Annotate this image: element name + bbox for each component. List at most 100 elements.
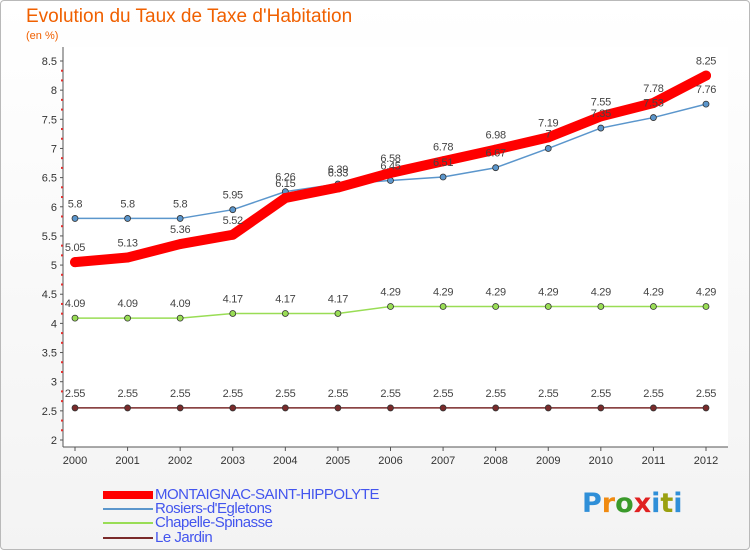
logo-letter: r xyxy=(601,488,616,519)
x-tick-label: 2006 xyxy=(378,455,402,467)
y-tick-label: 8 xyxy=(51,85,57,97)
legend-item: Chapelle-Spinasse xyxy=(103,514,443,531)
data-point xyxy=(280,193,291,204)
y-minor-mark xyxy=(61,244,63,247)
data-point xyxy=(332,182,343,193)
x-tick-label: 2004 xyxy=(273,455,297,467)
x-tick-label: 2000 xyxy=(63,455,87,467)
chart-subtitle: (en %) xyxy=(26,30,59,42)
data-point xyxy=(124,314,131,322)
data-point xyxy=(650,303,657,310)
data-point xyxy=(124,404,131,412)
data-point xyxy=(492,164,500,172)
data-label: 4.29 xyxy=(696,286,716,298)
x-tick-label: 2011 xyxy=(642,455,666,467)
data-label: 2.55 xyxy=(223,388,243,400)
data-label: 5.36 xyxy=(170,224,190,236)
y-minor-mark xyxy=(61,283,63,286)
data-label: 6.98 xyxy=(486,130,506,142)
data-label: 6.33 xyxy=(328,168,348,180)
data-point xyxy=(492,404,500,412)
legend-label: Rosiers-d'Egletons xyxy=(155,500,272,517)
y-tick-label: 6 xyxy=(51,202,57,214)
y-minor-mark xyxy=(61,273,63,276)
y-tick-label: 5 xyxy=(51,260,57,272)
data-point xyxy=(595,111,606,122)
data-label: 7.35 xyxy=(591,108,611,120)
data-label: 5.8 xyxy=(173,198,188,210)
data-label: 5.95 xyxy=(223,190,243,202)
data-label: 8.25 xyxy=(696,56,716,68)
logo-letter: x xyxy=(633,488,652,519)
data-label: 7 xyxy=(545,128,551,140)
data-point xyxy=(701,70,711,81)
y-minor-mark xyxy=(61,128,63,131)
legend-swatch xyxy=(103,491,153,499)
data-point xyxy=(176,215,184,222)
data-label: 2.55 xyxy=(696,388,716,400)
data-point xyxy=(438,156,449,167)
data-label: 5.8 xyxy=(120,198,135,210)
logo-letter: t xyxy=(660,488,674,519)
data-point xyxy=(650,404,657,412)
y-tick-label: 3 xyxy=(51,377,57,389)
data-label: 7.78 xyxy=(643,83,663,95)
y-tick-label: 7 xyxy=(51,143,57,155)
logo-letter: i xyxy=(651,488,661,519)
y-minor-mark xyxy=(61,196,63,199)
y-minor-mark xyxy=(61,79,63,82)
y-tick-label: 2 xyxy=(51,435,57,447)
data-label: 6.15 xyxy=(275,178,295,190)
y-minor-mark xyxy=(61,186,63,189)
y-minor-mark xyxy=(61,225,63,228)
data-label: 4.29 xyxy=(433,286,453,298)
data-label: 7.53 xyxy=(643,98,663,110)
data-label: 4.29 xyxy=(380,286,400,298)
data-label: 6.45 xyxy=(380,161,400,173)
data-label: 4.29 xyxy=(538,286,558,298)
legend-label: Chapelle-Spinasse xyxy=(155,514,273,531)
x-tick-label: 2007 xyxy=(431,455,455,467)
data-point xyxy=(385,167,396,178)
data-point xyxy=(176,314,184,322)
chart-title: Evolution du Taux de Taxe d'Habitation xyxy=(26,6,353,27)
x-tick-label: 2012 xyxy=(694,455,718,467)
data-label: 2.55 xyxy=(170,388,190,400)
y-minor-mark xyxy=(61,332,63,335)
legend-label: Le Jardin xyxy=(155,529,213,546)
data-point xyxy=(492,303,500,310)
y-tick-label: 8.5 xyxy=(42,56,57,68)
y-minor-mark xyxy=(61,254,63,257)
data-label: 7.55 xyxy=(591,96,611,108)
y-minor-mark xyxy=(61,69,63,72)
data-label: 4.09 xyxy=(170,298,190,310)
y-minor-mark xyxy=(61,108,63,111)
data-label: 6.67 xyxy=(486,148,506,160)
legend-item: Le Jardin xyxy=(103,529,443,546)
data-label: 4.17 xyxy=(275,293,295,305)
data-point xyxy=(176,404,184,412)
y-minor-mark xyxy=(61,157,63,160)
y-tick-label: 3.5 xyxy=(42,348,57,360)
y-minor-mark xyxy=(61,137,63,140)
data-label: 6.39 xyxy=(328,164,348,176)
data-point xyxy=(597,404,605,412)
x-tick-label: 2010 xyxy=(589,455,613,467)
data-label: 2.55 xyxy=(538,388,558,400)
data-point xyxy=(544,145,552,152)
data-label: 2.55 xyxy=(433,388,453,400)
data-point xyxy=(439,303,447,310)
x-tick-label: 2008 xyxy=(483,455,507,467)
data-point xyxy=(229,310,237,317)
data-point xyxy=(71,314,79,322)
logo-letter: i xyxy=(673,488,683,519)
legend-item: MONTAIGNAC-SAINT-HIPPOLYTE xyxy=(103,486,443,503)
legend-swatch xyxy=(103,522,153,524)
legend-item: Rosiers-d'Egletons xyxy=(103,500,443,517)
x-tick-label: 2009 xyxy=(536,455,560,467)
y-minor-mark xyxy=(61,341,63,344)
data-label: 5.8 xyxy=(68,198,83,210)
proxiti-logo: Proxiti xyxy=(582,488,683,519)
y-tick-label: 6.5 xyxy=(42,173,57,185)
x-tick-label: 2005 xyxy=(326,455,350,467)
